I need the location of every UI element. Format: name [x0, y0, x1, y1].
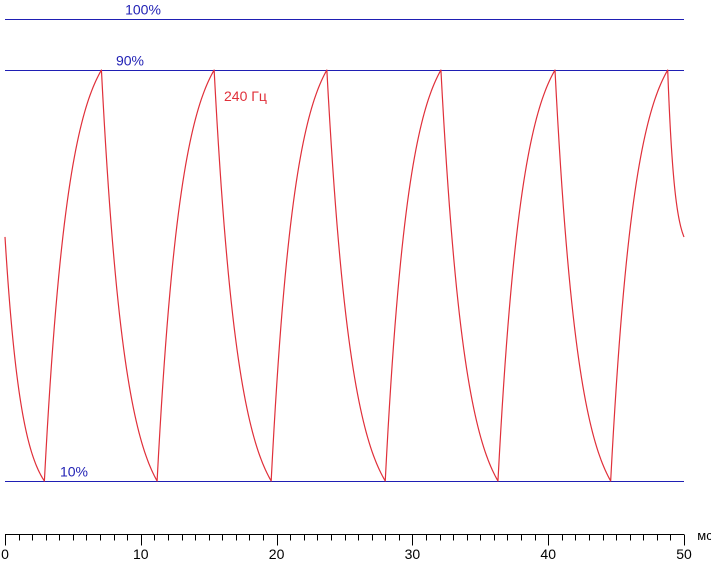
x-tick-label-10: 10	[133, 546, 149, 561]
x-tick-label-40: 40	[540, 546, 556, 561]
x-tick-label-20: 20	[269, 546, 285, 561]
x-tick-label-30: 30	[405, 546, 421, 561]
reference-label-100pct: 100%	[125, 2, 161, 18]
series-line-0	[4, 69, 685, 482]
x-tick-label-50: 50	[676, 546, 692, 561]
x-tick-label-0: 0	[1, 546, 9, 561]
reference-label-10pct: 10%	[60, 464, 88, 480]
x-axis-unit-label: мс	[697, 528, 711, 543]
series-label: 240 Гц	[224, 88, 267, 104]
reference-label-90pct: 90%	[116, 53, 144, 69]
